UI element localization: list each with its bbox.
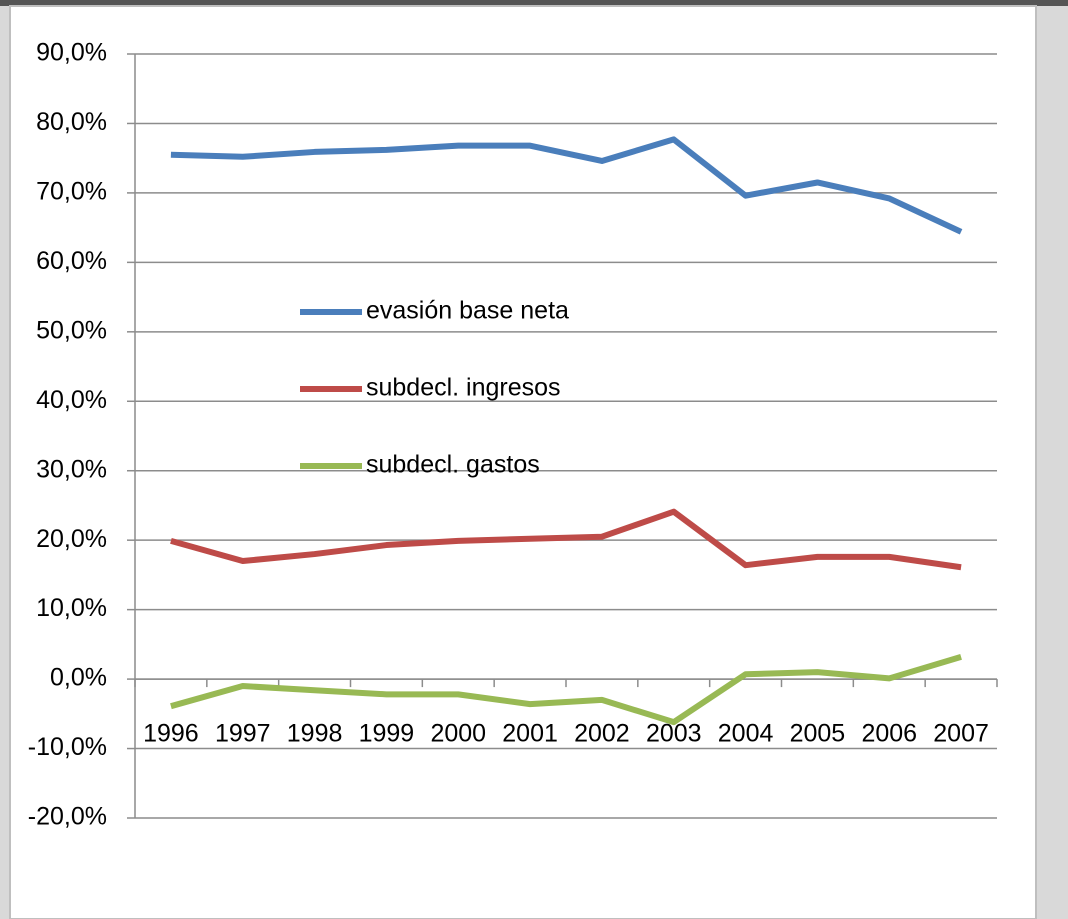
legend-label: subdecl. gastos [366,451,540,479]
y-tick-label: -10,0% [28,733,107,761]
x-tick-label: 2007 [933,720,989,748]
x-tick-label: 2002 [574,720,630,748]
x-tick-label: 1999 [359,720,415,748]
x-tick-label: 2006 [861,720,917,748]
y-tick-label: 50,0% [36,316,107,344]
x-tick-label: 2004 [718,720,774,748]
y-tick-label: 90,0% [36,39,107,67]
y-tick-label: 10,0% [36,594,107,622]
plot-background [9,5,1037,919]
legend-label: subdecl. ingresos [366,374,561,402]
series-line [170,508,962,571]
y-tick-label: 0,0% [50,664,107,692]
y-tick-label: -20,0% [28,803,107,831]
y-tick-label: 40,0% [36,386,107,414]
x-tick-label: 2005 [790,720,846,748]
series-line [170,136,963,235]
x-tick-label: 2001 [502,720,558,748]
x-tick-label: 2000 [430,720,486,748]
series-line [170,653,962,726]
x-tick-label: 1997 [215,720,271,748]
y-tick-label: 60,0% [36,247,107,275]
x-tick-label: 1996 [143,720,199,748]
y-tick-label: 30,0% [36,455,107,483]
y-tick-label: 20,0% [36,525,107,553]
x-tick-label: 1998 [287,720,343,748]
legend-label: evasión base neta [366,297,569,325]
y-tick-label: 70,0% [36,178,107,206]
top-edge [0,0,1068,6]
y-tick-label: 80,0% [36,108,107,136]
